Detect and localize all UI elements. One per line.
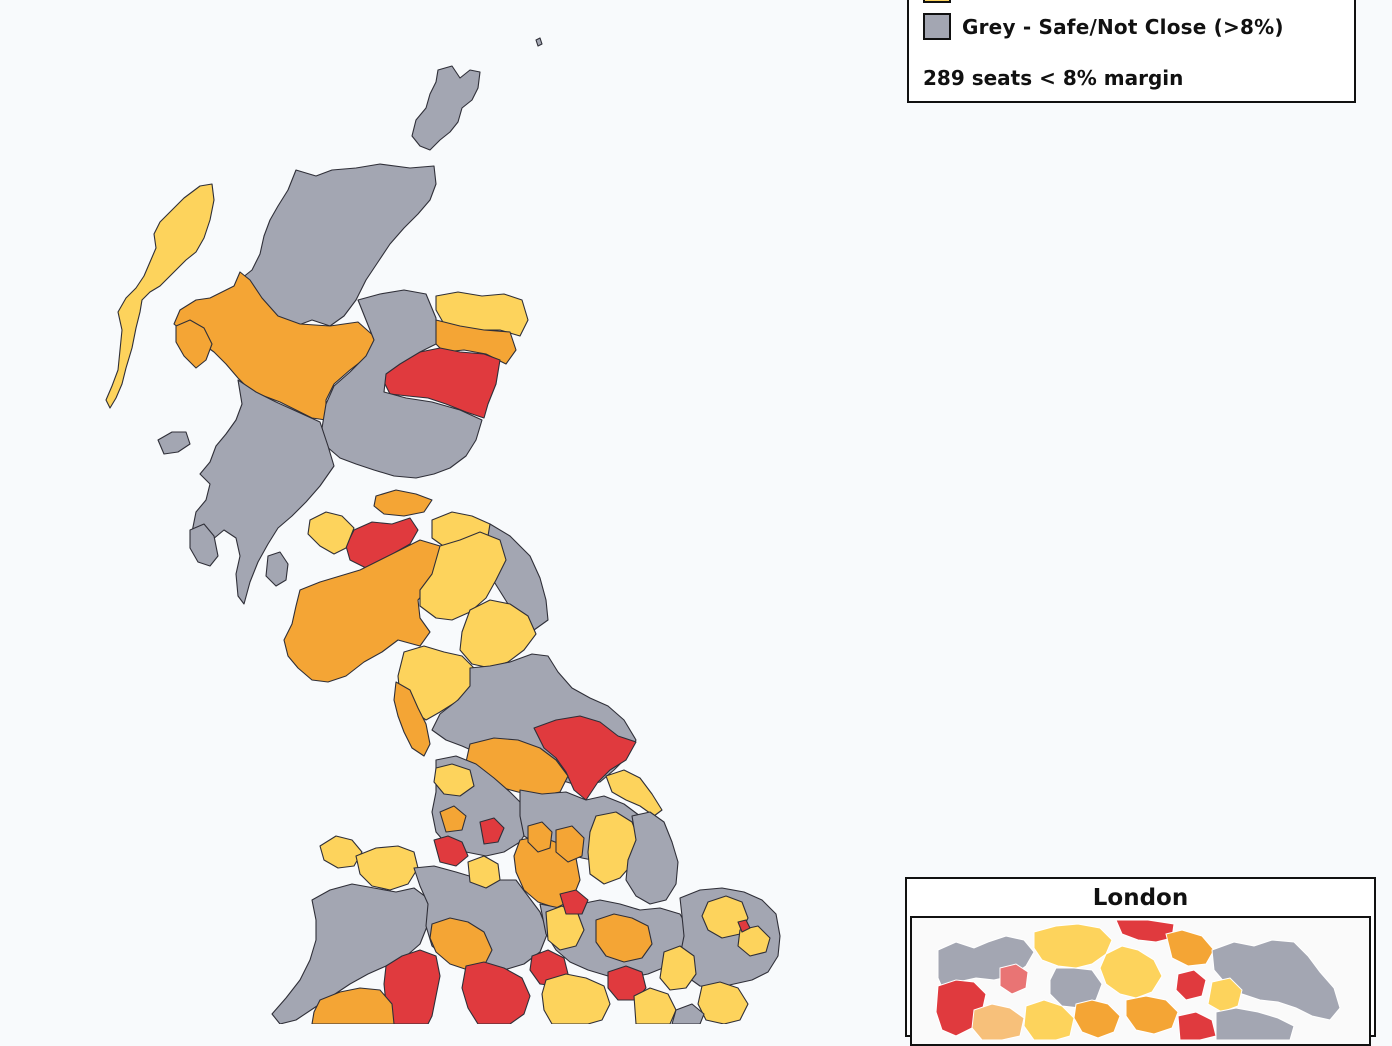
argyll — [191, 379, 335, 605]
manchester-red — [479, 817, 505, 845]
inset-frame — [910, 916, 1371, 1046]
london-inset: London — [905, 877, 1376, 1046]
ipswich-yellow — [697, 981, 749, 1024]
west-aberdeenshire — [383, 347, 501, 419]
outer-hebrides — [105, 183, 215, 409]
uk-constituency-map — [105, 37, 781, 1024]
london-north-orange — [1165, 929, 1215, 967]
cumbria-coast — [393, 681, 431, 757]
london-east-yellow — [1207, 977, 1243, 1013]
london-southeast-orange — [1125, 995, 1179, 1035]
north-yorkshire-red — [533, 715, 637, 801]
london-east-red — [1175, 969, 1207, 1001]
wirral-orange — [439, 805, 467, 833]
hexham — [459, 599, 537, 669]
legend-swatch-grey — [923, 13, 951, 40]
arran-island — [265, 551, 289, 587]
birmingham-red — [461, 961, 531, 1024]
norwich-red — [737, 919, 751, 933]
lanark-ayr — [283, 539, 445, 683]
london-southeast-grey — [1215, 1007, 1295, 1040]
essex-grey — [671, 1003, 705, 1024]
legend-summary: 289 seats < 8% margin — [923, 66, 1184, 90]
sheffield-orange — [555, 825, 585, 863]
legend-label-safe: Grey - Safe/Not Close (>8%) — [962, 14, 1284, 39]
lincolnshire — [625, 811, 679, 905]
mull-island — [157, 431, 191, 455]
london-peach — [971, 1003, 1025, 1040]
north-wales-grey — [271, 883, 431, 1024]
london-southeast-red — [1177, 1011, 1217, 1040]
london-north-red — [1115, 920, 1175, 943]
mid-wales-orange — [311, 987, 395, 1024]
north-wales-yellow — [355, 845, 419, 891]
inset-title: London — [1092, 885, 1189, 911]
stoke-yellow — [467, 855, 501, 889]
northampton-red — [559, 889, 589, 915]
glasgow-surround — [307, 511, 355, 555]
legend-item-partial — [923, 0, 962, 3]
shetland-islands — [411, 65, 481, 151]
highlands-north — [241, 163, 437, 327]
cambridge-orange — [595, 913, 653, 963]
merseyside-red — [433, 835, 469, 867]
peak-orange — [527, 821, 553, 853]
london-south-orange — [1073, 999, 1121, 1039]
edinburgh-area — [373, 489, 433, 517]
orkney-islands — [535, 37, 543, 47]
legend-swatch — [923, 0, 951, 3]
skye-island — [175, 319, 213, 369]
borders-yellow — [419, 531, 507, 621]
lancashire-yellow — [433, 763, 475, 797]
map-legend: Grey - Safe/Not Close (>8%) 289 seats < … — [907, 0, 1356, 103]
london-map — [935, 920, 1341, 1040]
london-center-yellow — [1099, 945, 1163, 999]
oxford-yellow — [541, 973, 611, 1024]
beds-yellow — [633, 987, 677, 1024]
anglesey — [319, 835, 363, 869]
london-lightred — [999, 963, 1029, 995]
islay-island — [189, 523, 219, 567]
suffolk-yellow — [659, 945, 697, 991]
central-highlands — [321, 289, 483, 479]
ross-skye — [173, 271, 377, 421]
norwich-yellow — [737, 925, 771, 957]
hull-east — [605, 769, 663, 817]
london-northwest-yellow — [1033, 923, 1113, 969]
legend-item-safe: Grey - Safe/Not Close (>8%) — [923, 13, 1284, 40]
